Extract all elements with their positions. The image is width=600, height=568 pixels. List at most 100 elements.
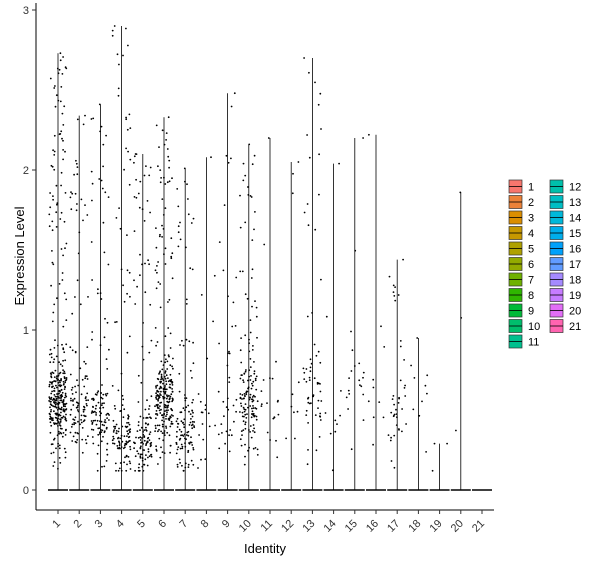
cell-point xyxy=(50,396,53,399)
cell-point xyxy=(192,448,195,451)
cell-point xyxy=(176,417,179,420)
cell-point xyxy=(101,423,104,426)
cell-point xyxy=(320,400,323,402)
cell-point xyxy=(275,439,277,442)
cell-point xyxy=(113,405,116,407)
cell-point xyxy=(251,400,254,403)
cell-point xyxy=(79,367,82,370)
cell-point xyxy=(65,378,68,381)
violin-17 xyxy=(387,259,408,491)
cell-point xyxy=(239,396,242,399)
x-tick-label: 11 xyxy=(259,518,276,535)
cell-point xyxy=(105,394,108,397)
cell-point xyxy=(161,419,164,422)
cell-point xyxy=(228,376,231,379)
cell-point xyxy=(108,348,110,351)
cell-point xyxy=(243,393,246,395)
cell-point xyxy=(58,457,61,459)
y-ticks: 0 1 2 3 xyxy=(23,5,36,497)
cell-point xyxy=(190,418,192,420)
cell-point xyxy=(277,399,279,402)
cell-point xyxy=(242,429,245,431)
cell-point xyxy=(404,395,407,397)
cell-point xyxy=(162,228,165,230)
cell-point xyxy=(249,393,252,396)
cell-point xyxy=(208,425,211,428)
cell-point xyxy=(163,375,166,378)
cell-point xyxy=(145,429,147,431)
cell-point xyxy=(69,413,72,416)
cell-point xyxy=(163,420,165,423)
cell-point xyxy=(210,156,212,159)
cell-point xyxy=(350,370,353,372)
cell-point xyxy=(358,362,361,365)
cell-point xyxy=(155,392,158,395)
cell-point xyxy=(222,400,225,403)
cell-point xyxy=(64,405,67,408)
cell-point xyxy=(95,412,97,414)
legend-label: 5 xyxy=(528,244,534,256)
cell-point xyxy=(191,423,194,426)
cell-point xyxy=(149,442,152,445)
cell-point xyxy=(127,421,130,424)
cell-point xyxy=(392,395,395,397)
cell-point xyxy=(115,432,118,435)
cell-point xyxy=(319,415,322,418)
cell-point xyxy=(53,390,55,392)
cell-point xyxy=(122,416,125,419)
cell-point xyxy=(133,161,135,164)
cell-point xyxy=(99,344,102,347)
cell-point xyxy=(77,410,80,413)
cell-point xyxy=(254,395,256,398)
cell-point xyxy=(147,456,149,459)
cell-point xyxy=(180,420,183,423)
cell-point xyxy=(166,411,168,414)
legend-label: 15 xyxy=(569,228,581,240)
cell-point xyxy=(372,443,374,446)
cell-point xyxy=(172,398,174,400)
cell-point xyxy=(59,391,61,393)
cell-point xyxy=(92,399,95,401)
cell-point xyxy=(179,462,182,464)
cell-point xyxy=(148,439,151,441)
cell-point xyxy=(75,391,77,394)
cell-point xyxy=(256,454,259,456)
cell-point xyxy=(52,311,55,314)
cell-point xyxy=(155,395,158,397)
cell-point xyxy=(161,451,164,453)
cell-point xyxy=(244,403,247,405)
cell-point xyxy=(378,401,381,403)
cell-point xyxy=(87,296,89,298)
cell-point xyxy=(392,284,395,287)
cell-point xyxy=(57,99,60,102)
cell-point xyxy=(58,361,60,364)
cell-point xyxy=(167,401,170,404)
cell-point xyxy=(101,384,103,386)
cell-point xyxy=(165,380,168,383)
cell-point xyxy=(168,355,170,358)
x-tick-label: 4 xyxy=(114,518,127,531)
cell-point xyxy=(69,373,72,376)
cell-point xyxy=(58,447,61,450)
cell-point xyxy=(293,411,295,414)
violin-19 xyxy=(429,443,450,491)
cell-point xyxy=(50,404,53,407)
cell-point xyxy=(187,434,190,437)
cell-point xyxy=(177,231,180,234)
cell-point xyxy=(139,429,141,431)
cell-point xyxy=(65,395,68,398)
cell-point xyxy=(58,401,61,404)
cell-point xyxy=(118,63,120,66)
cell-point xyxy=(63,447,66,450)
cell-point xyxy=(314,414,317,416)
cell-point xyxy=(148,405,151,407)
cell-point xyxy=(260,390,263,392)
cell-point xyxy=(164,370,167,373)
cell-point xyxy=(255,315,258,318)
cell-point xyxy=(421,400,423,403)
cell-point xyxy=(145,454,147,456)
cell-point xyxy=(161,423,164,426)
cell-point xyxy=(138,463,141,466)
cell-point xyxy=(85,399,88,402)
cell-point xyxy=(164,183,167,185)
